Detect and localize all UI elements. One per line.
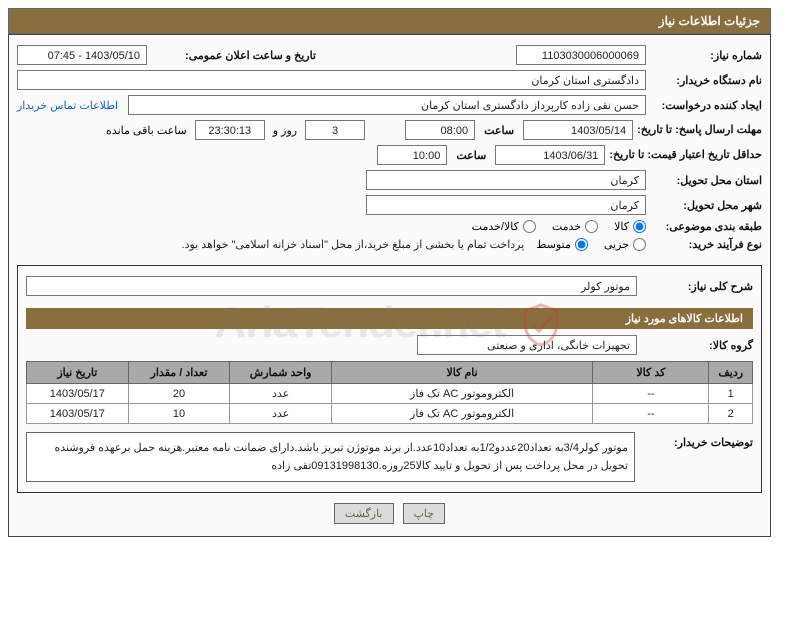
radio-goods-service-label: کالا/خدمت <box>472 220 519 233</box>
goods-table-head: ردیفکد کالانام کالاواحد شمارشتعداد / مقد… <box>27 362 753 384</box>
group-label: گروه کالا: <box>641 339 753 352</box>
row-reply-deadline: مهلت ارسال پاسخ: تا تاریخ: 1403/05/14 سا… <box>17 120 762 140</box>
radio-medium-input[interactable] <box>575 238 588 251</box>
table-header: تاریخ نیاز <box>27 362 129 384</box>
need-number-value: 1103030006000069 <box>516 45 646 65</box>
reply-time-value: 08:00 <box>405 120 475 140</box>
table-header: کد کالا <box>593 362 709 384</box>
classify-radio-group: کالا خدمت کالا/خدمت <box>472 220 646 233</box>
table-cell: عدد <box>230 404 332 424</box>
table-header: ردیف <box>709 362 753 384</box>
radio-service-label: خدمت <box>552 220 581 233</box>
main-panel: شماره نیاز: 1103030006000069 تاریخ و ساع… <box>8 34 771 537</box>
radio-medium-label: متوسط <box>536 238 571 251</box>
validity-label: حداقل تاریخ اعتبار قیمت: تا تاریخ: <box>609 149 762 162</box>
table-cell: 10 <box>128 404 230 424</box>
radio-goods-service[interactable]: کالا/خدمت <box>472 220 536 233</box>
goods-info-header: اطلاعات کالاهای مورد نیاز <box>26 308 753 329</box>
buyer-desc-label: توضیحات خریدار: <box>641 432 753 482</box>
radio-minor-label: جزیی <box>604 238 629 251</box>
summary-value: موتور کولر <box>26 276 637 296</box>
proc-note-text: پرداخت تمام یا بخشی از مبلغ خرید،از محل … <box>182 238 525 251</box>
validity-date-value: 1403/06/31 <box>495 145 605 165</box>
table-row: 1--الکتروموتور AC تک فازعدد201403/05/17 <box>27 384 753 404</box>
time-label-2: ساعت <box>451 149 491 162</box>
page-title: جزئیات اطلاعات نیاز <box>659 14 760 28</box>
row-need-number: شماره نیاز: 1103030006000069 تاریخ و ساع… <box>17 45 762 65</box>
row-classification: طبقه بندی موضوعی: کالا خدمت کالا/خدمت <box>17 220 762 233</box>
radio-goods-service-input[interactable] <box>523 220 536 233</box>
table-header: نام کالا <box>331 362 592 384</box>
row-proc-type: نوع فرآیند خرید: جزیی متوسط پرداخت تمام … <box>17 238 762 251</box>
days-and-text: روز و <box>273 124 297 137</box>
row-province: استان محل تحویل: کرمان <box>17 170 762 190</box>
row-requester: ایجاد کننده درخواست: حسن نقی زاده کارپرد… <box>17 95 762 115</box>
city-value: کرمان <box>366 195 646 215</box>
details-panel: AriaTender.net شرح کلی نیاز: موتور کولر … <box>17 265 762 493</box>
table-cell: -- <box>593 384 709 404</box>
radio-minor[interactable]: جزیی <box>604 238 646 251</box>
remain-days-value: 3 <box>305 120 365 140</box>
table-cell: 1 <box>709 384 753 404</box>
reply-deadline-label: مهلت ارسال پاسخ: تا تاریخ: <box>637 124 762 137</box>
need-number-label: شماره نیاز: <box>650 49 762 62</box>
row-buyer-org: نام دستگاه خریدار: دادگستری استان کرمان <box>17 70 762 90</box>
table-cell: عدد <box>230 384 332 404</box>
buyer-org-label: نام دستگاه خریدار: <box>650 74 762 87</box>
table-header: واحد شمارش <box>230 362 332 384</box>
table-cell: 20 <box>128 384 230 404</box>
remain-time-value: 23:30:13 <box>195 120 265 140</box>
table-cell: الکتروموتور AC تک فاز <box>331 404 592 424</box>
radio-minor-input[interactable] <box>633 238 646 251</box>
proc-type-radio-group: جزیی متوسط <box>536 238 646 251</box>
remain-suffix-text: ساعت باقی مانده <box>106 124 187 137</box>
reply-date-value: 1403/05/14 <box>523 120 633 140</box>
row-buyer-desc: توضیحات خریدار: موتور کولر3/4به تعداد20ع… <box>26 432 753 482</box>
province-value: کرمان <box>366 170 646 190</box>
row-city: شهر محل تحویل: کرمان <box>17 195 762 215</box>
buyer-org-value: دادگستری استان کرمان <box>17 70 646 90</box>
page-container: جزئیات اطلاعات نیاز شماره نیاز: 11030300… <box>0 0 789 545</box>
table-cell: 2 <box>709 404 753 424</box>
proc-type-label: نوع فرآیند خرید: <box>650 238 762 251</box>
table-row: 2--الکتروموتور AC تک فازعدد101403/05/17 <box>27 404 753 424</box>
button-row: چاپ بازگشت <box>17 493 762 526</box>
classify-label: طبقه بندی موضوعی: <box>650 220 762 233</box>
group-value: تجهیزات خانگی، اداری و صنعتی <box>417 335 637 355</box>
announce-date-value: 1403/05/10 - 07:45 <box>17 45 147 65</box>
goods-table: ردیفکد کالانام کالاواحد شمارشتعداد / مقد… <box>26 361 753 424</box>
province-label: استان محل تحویل: <box>650 174 762 187</box>
table-cell: -- <box>593 404 709 424</box>
table-cell: 1403/05/17 <box>27 384 129 404</box>
table-cell: 1403/05/17 <box>27 404 129 424</box>
buyer-contact-link[interactable]: اطلاعات تماس خریدار <box>17 99 118 112</box>
radio-medium[interactable]: متوسط <box>536 238 588 251</box>
time-label-1: ساعت <box>479 124 519 137</box>
row-validity: حداقل تاریخ اعتبار قیمت: تا تاریخ: 1403/… <box>17 145 762 165</box>
requester-label: ایجاد کننده درخواست: <box>650 99 762 112</box>
row-group: گروه کالا: تجهیزات خانگی، اداری و صنعتی <box>26 335 753 355</box>
page-title-bar: جزئیات اطلاعات نیاز <box>8 8 771 34</box>
city-label: شهر محل تحویل: <box>650 199 762 212</box>
radio-goods-input[interactable] <box>633 220 646 233</box>
goods-table-body: 1--الکتروموتور AC تک فازعدد201403/05/172… <box>27 384 753 424</box>
buyer-desc-text: موتور کولر3/4به تعداد20عددو1/2به تعداد10… <box>26 432 635 482</box>
radio-service[interactable]: خدمت <box>552 220 598 233</box>
radio-service-input[interactable] <box>585 220 598 233</box>
back-button[interactable]: بازگشت <box>334 503 394 524</box>
print-button[interactable]: چاپ <box>403 503 446 524</box>
radio-goods[interactable]: کالا <box>614 220 646 233</box>
table-header: تعداد / مقدار <box>128 362 230 384</box>
row-summary: شرح کلی نیاز: موتور کولر <box>26 276 753 296</box>
radio-goods-label: کالا <box>614 220 629 233</box>
announce-date-label: تاریخ و ساعت اعلان عمومی: <box>151 49 316 62</box>
requester-value: حسن نقی زاده کارپرداز دادگستری استان کرم… <box>128 95 646 115</box>
validity-time-value: 10:00 <box>377 145 447 165</box>
table-cell: الکتروموتور AC تک فاز <box>331 384 592 404</box>
summary-label: شرح کلی نیاز: <box>641 280 753 293</box>
